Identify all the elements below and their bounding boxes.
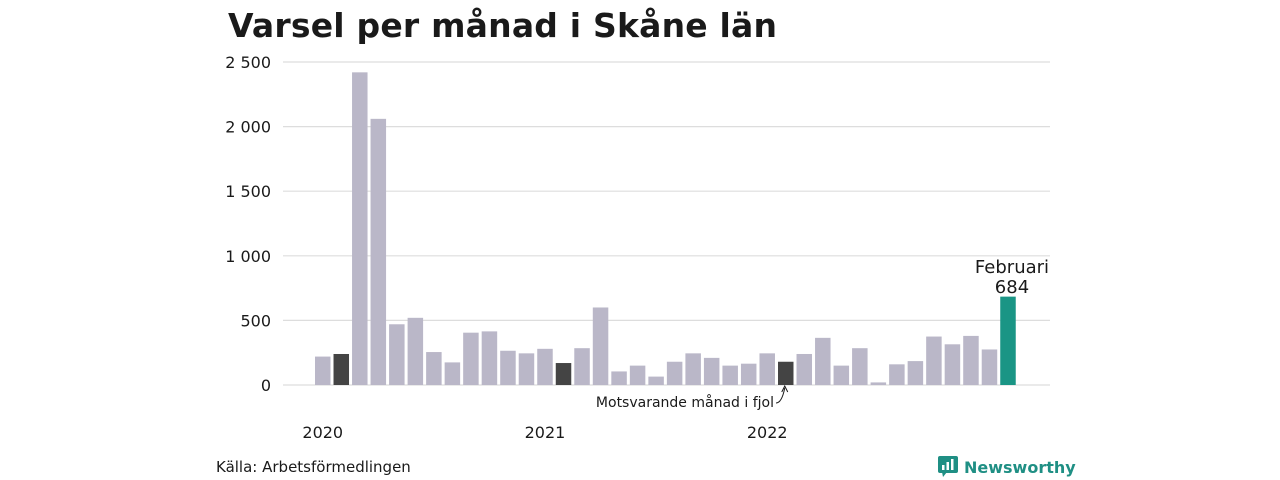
bar bbox=[629, 365, 646, 385]
bar bbox=[759, 353, 775, 385]
bar bbox=[389, 324, 405, 385]
bar bbox=[815, 337, 831, 385]
source-note: Källa: Arbetsförmedlingen bbox=[216, 458, 411, 476]
y-tick-label: 500 bbox=[240, 311, 271, 330]
annotation-arrow bbox=[775, 387, 786, 404]
bar bbox=[833, 365, 850, 385]
bar bbox=[963, 335, 979, 385]
y-tick-label: 2 500 bbox=[225, 53, 271, 72]
bar bbox=[685, 353, 701, 385]
y-axis-labels: 0 500 1 000 1 500 2 000 2 500 bbox=[225, 53, 271, 395]
brand: Newsworthy bbox=[938, 456, 1076, 478]
bar bbox=[407, 317, 424, 385]
bar bbox=[703, 357, 720, 385]
bar bbox=[722, 365, 738, 385]
chart-title: Varsel per månad i Skåne län bbox=[228, 6, 778, 45]
y-tick-label: 1 500 bbox=[225, 182, 271, 201]
x-year-label: 2020 bbox=[302, 423, 343, 442]
bar bbox=[352, 72, 368, 385]
bar bbox=[426, 352, 442, 385]
bar bbox=[852, 348, 868, 385]
bar bbox=[981, 349, 998, 385]
bar-current bbox=[1000, 296, 1016, 385]
bar bbox=[537, 348, 553, 385]
bar bbox=[944, 344, 961, 385]
bar bbox=[740, 363, 757, 385]
y-tick-label: 2 000 bbox=[225, 118, 271, 137]
bar bbox=[500, 350, 516, 385]
previous-year-annotation: Motsvarande månad i fjol bbox=[596, 394, 774, 411]
bar bbox=[666, 361, 683, 385]
brand-name: Newsworthy bbox=[964, 457, 1076, 477]
bar bbox=[574, 348, 590, 385]
bar bbox=[907, 361, 924, 385]
bar-same-month-last-year bbox=[555, 363, 572, 385]
x-year-label: 2022 bbox=[747, 423, 788, 442]
bar bbox=[796, 353, 813, 385]
bar-same-month-last-year bbox=[778, 361, 794, 385]
annotation-arrow-head bbox=[781, 384, 789, 393]
bar bbox=[444, 362, 461, 385]
x-axis-labels: 2020 2021 2022 bbox=[302, 423, 787, 442]
bar bbox=[611, 371, 627, 385]
bars bbox=[315, 72, 1016, 386]
bar bbox=[592, 307, 609, 385]
current-month-label: Februari bbox=[975, 257, 1049, 278]
bar bbox=[648, 376, 664, 385]
bar bbox=[315, 356, 331, 385]
bar-same-month-last-year bbox=[333, 353, 350, 385]
x-year-label: 2021 bbox=[525, 423, 566, 442]
bar bbox=[926, 336, 942, 385]
bar bbox=[518, 353, 535, 385]
newsworthy-logo-icon bbox=[938, 456, 958, 477]
bar bbox=[889, 364, 905, 385]
bar bbox=[370, 118, 387, 386]
bar bbox=[463, 332, 479, 385]
y-tick-label: 0 bbox=[261, 376, 271, 395]
bar bbox=[481, 331, 498, 385]
bar bbox=[870, 382, 887, 385]
current-value-label: 684 bbox=[995, 277, 1029, 298]
y-tick-label: 1 000 bbox=[225, 247, 271, 266]
